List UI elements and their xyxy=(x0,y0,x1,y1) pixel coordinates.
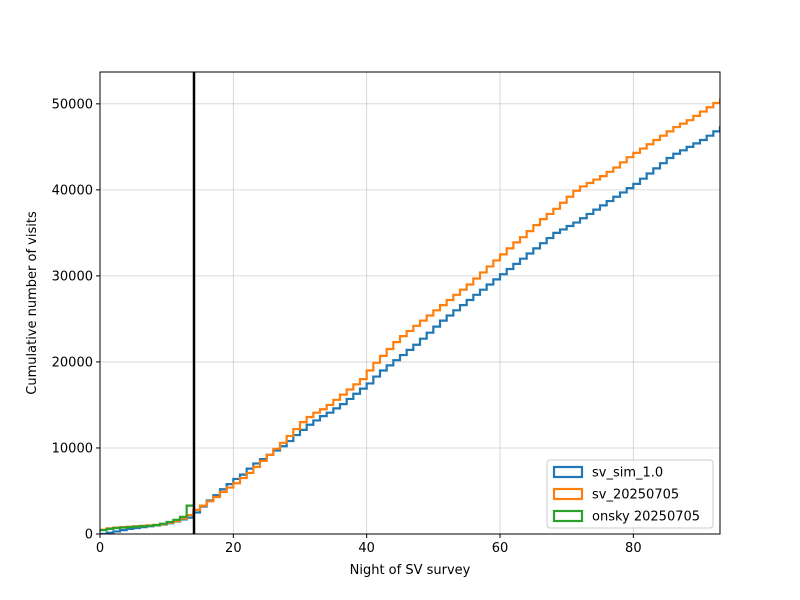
x-axis-label: Night of SV survey xyxy=(350,563,471,578)
y-tick-label: 30000 xyxy=(52,269,93,284)
grid-lines xyxy=(99,72,720,535)
legend-swatch xyxy=(552,465,584,479)
series-line-2 xyxy=(100,504,194,532)
plot-frame xyxy=(99,71,721,535)
y-tick-label: 50000 xyxy=(52,97,93,112)
x-tick-label: 20 xyxy=(225,541,242,556)
y-axis-label: Cumulative number of visits xyxy=(25,211,40,395)
x-tick-label: 60 xyxy=(492,541,509,556)
x-tick-label: 0 xyxy=(96,541,104,556)
y-tick-label: 20000 xyxy=(52,355,93,370)
legend-label: onsky 20250705 xyxy=(592,510,700,525)
legend-label: sv_20250705 xyxy=(592,488,679,503)
y-tick-label: 40000 xyxy=(52,183,93,198)
y-tick-label: 10000 xyxy=(52,441,93,456)
legend-box xyxy=(546,459,714,529)
series-line-1 xyxy=(100,98,720,531)
legend-swatch xyxy=(552,509,584,523)
y-tick-label: 0 xyxy=(85,528,93,543)
y-axis-ticks: 0 10000 20000 30000 40000 50000 xyxy=(52,97,100,543)
legend-swatch xyxy=(552,487,584,501)
legend-label: sv_sim_1.0 xyxy=(592,466,663,481)
x-tick-label: 40 xyxy=(358,541,375,556)
x-axis-ticks: 0 20 40 60 80 xyxy=(96,534,642,556)
x-tick-label: 80 xyxy=(625,541,642,556)
series-layer xyxy=(100,98,720,534)
